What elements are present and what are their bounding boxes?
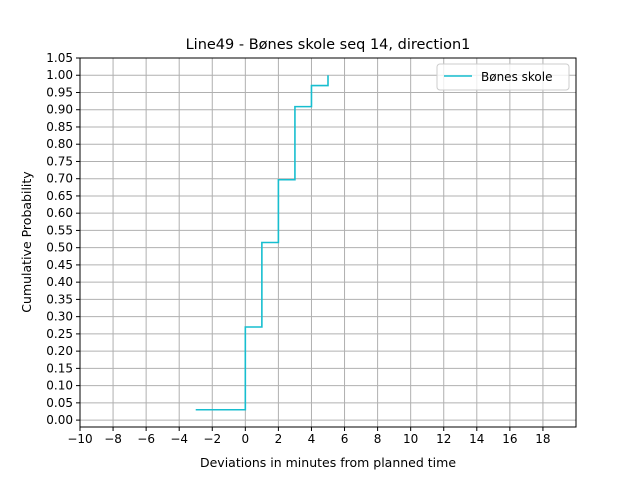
x-tick-label: 10 [403,432,418,446]
y-tick-label: 0.40 [46,275,73,289]
y-tick-label: 0.85 [46,120,73,134]
x-tick-label: 12 [436,432,451,446]
y-tick-label: 0.60 [46,206,73,220]
legend-label: Bønes skole [481,70,552,84]
axis-ticks: −10 −8 −6 −4 −2 0 2 4 6 8 10 12 14 16 18 0.00 0.05 0.10 0.… [46,51,550,446]
x-tick-label: −4 [170,432,188,446]
y-tick-label: 0.05 [46,396,73,410]
grid [79,57,576,427]
chart-title: Line49 - Bønes skole seq 14, direction1 [186,37,471,53]
x-tick-label: 6 [341,432,349,446]
y-tick-label: 0.45 [46,258,73,272]
x-tick-label: 0 [242,432,250,446]
x-tick-label: −6 [137,432,155,446]
x-tick-label: −8 [104,432,122,446]
y-tick-label: 0.90 [46,103,73,117]
y-axis-label: Cumulative Probability [19,171,34,313]
y-tick-label: 0.65 [46,189,73,203]
legend: Bønes skole [436,63,570,91]
x-tick-label: 18 [535,432,550,446]
y-tick-label: 0.20 [46,344,73,358]
plot-frame [79,57,577,428]
y-tick-label: 0.50 [46,241,73,255]
y-tick-label: 0.55 [46,223,73,237]
y-tick-label: 0.25 [46,327,73,341]
y-tick-label: 1.00 [46,68,73,82]
y-tick-label: 0.95 [46,85,73,99]
y-tick-label: 1.05 [46,51,73,65]
y-tick-label: 0.70 [46,172,73,186]
x-tick-label: −2 [203,432,221,446]
series-line [195,75,329,411]
y-tick-label: 0.00 [46,413,73,427]
x-tick-label: 14 [469,432,484,446]
series-layer [195,75,329,411]
y-tick-label: 0.15 [46,361,73,375]
x-tick-label: −10 [67,432,92,446]
x-tick-label: 4 [308,432,316,446]
x-axis-label: Deviations in minutes from planned time [200,455,456,470]
x-tick-label: 8 [374,432,382,446]
y-tick-label: 0.30 [46,310,73,324]
x-tick-label: 2 [275,432,283,446]
y-tick-label: 0.80 [46,137,73,151]
legend-box [436,63,570,91]
x-tick-label: 16 [502,432,517,446]
y-tick-label: 0.35 [46,292,73,306]
y-tick-label: 0.75 [46,154,73,168]
y-tick-label: 0.10 [46,379,73,393]
